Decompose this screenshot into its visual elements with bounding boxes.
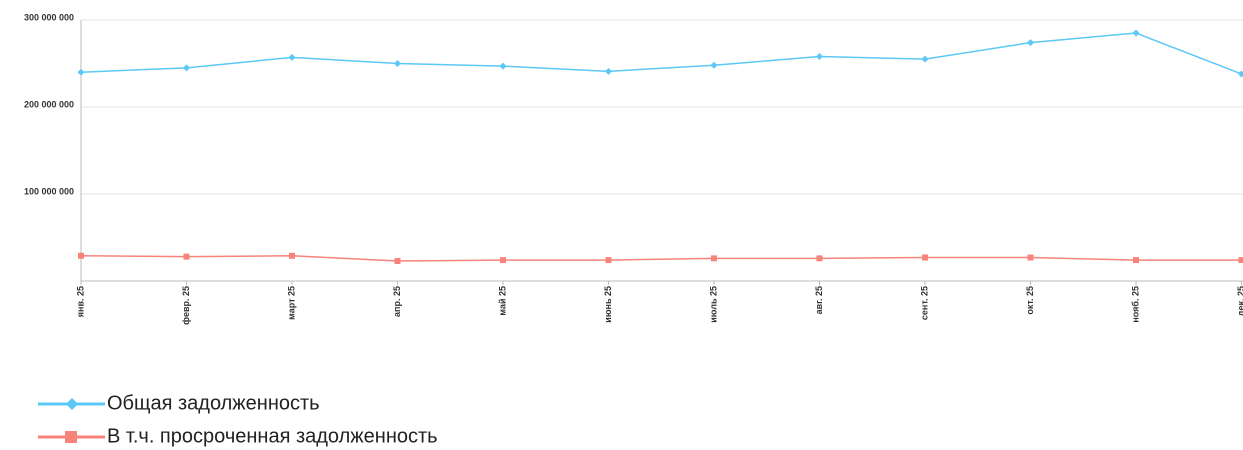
point [183, 64, 190, 72]
point [605, 257, 612, 264]
point [288, 53, 296, 61]
point [183, 253, 190, 260]
legend-marker [65, 431, 77, 443]
point [1027, 39, 1034, 47]
y-tick-label: 300 000 000 [24, 12, 74, 22]
x-tick-label: апр. 25 [392, 286, 402, 317]
point [816, 255, 823, 262]
point [1132, 29, 1140, 37]
x-tick-label: июль 25 [708, 286, 718, 323]
x-tick-label: нояб. 25 [1130, 286, 1140, 323]
point [289, 252, 295, 259]
point [500, 257, 506, 264]
point [711, 255, 717, 262]
legend-label: Общая задолженность [107, 392, 320, 414]
point [605, 67, 612, 75]
point [921, 55, 929, 63]
x-tick-label: дек. 25 [1236, 286, 1243, 316]
x-tick-label: июнь 25 [603, 286, 613, 323]
point [499, 62, 507, 70]
point [394, 257, 401, 264]
legend-label: В т.ч. просроченная задолженность [107, 425, 438, 447]
x-tick-label: май 25 [497, 286, 507, 316]
point [922, 254, 928, 261]
series-line [80, 255, 1242, 262]
x-tick-label: февр. 25 [181, 286, 191, 325]
point [394, 60, 401, 67]
y-tick-label: 100 000 000 [24, 186, 74, 196]
x-tick-label: март 25 [286, 286, 296, 320]
point [710, 61, 718, 69]
x-tick-label: окт. 25 [1025, 286, 1035, 315]
x-tick-label: авг. 25 [814, 286, 824, 314]
point [1133, 257, 1139, 264]
y-tick-label: 200 000 000 [24, 99, 74, 109]
point [77, 68, 85, 76]
series-line [80, 32, 1242, 75]
x-tick-label: сент. 25 [919, 286, 929, 320]
x-tick-label: янв. 25 [75, 286, 85, 317]
point [1238, 257, 1243, 264]
point [1027, 254, 1034, 261]
point [816, 53, 823, 61]
legend-marker [66, 398, 78, 410]
point [78, 252, 84, 259]
point [1238, 70, 1243, 78]
